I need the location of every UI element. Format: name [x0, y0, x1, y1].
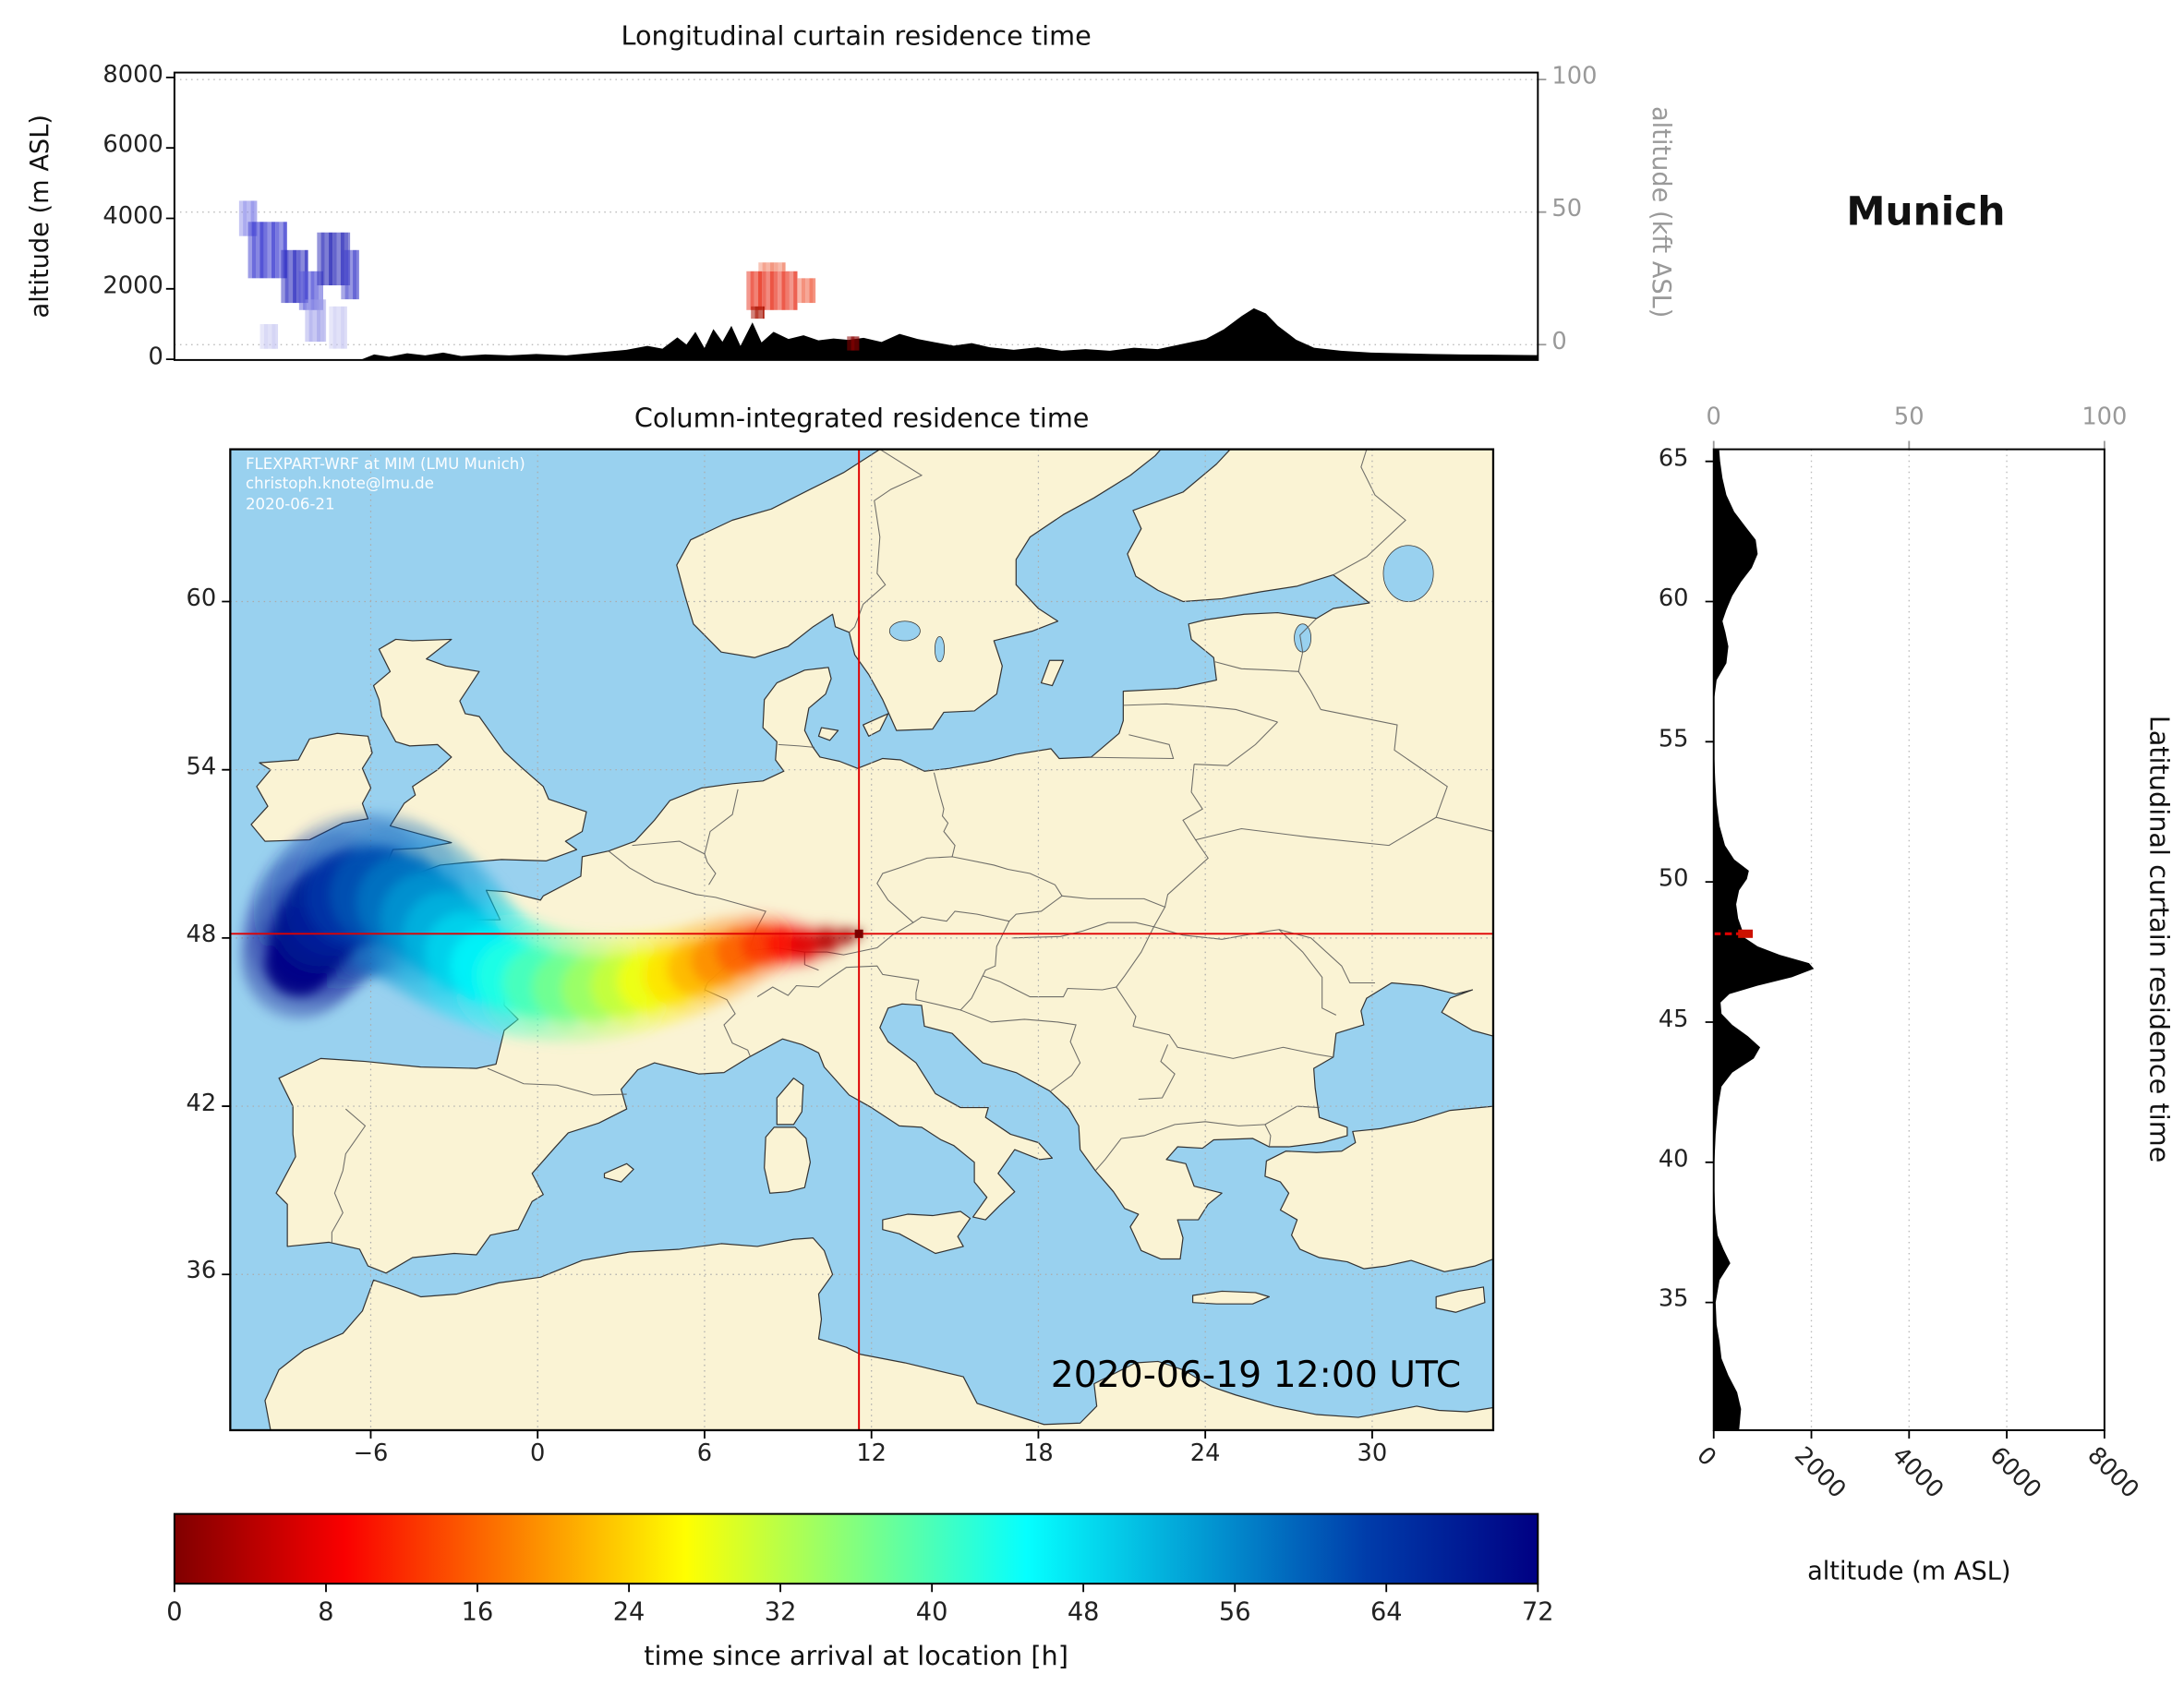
residence-plume: [240, 811, 865, 1044]
land-polygons: [250, 449, 1493, 1430]
attribution-line-2: christoph.knote@lmu.de: [245, 475, 434, 493]
tick-label: 48: [1067, 1597, 1100, 1628]
tick-label: 56: [1218, 1597, 1251, 1628]
residence-patch: [758, 262, 786, 271]
tick-label: 0: [1706, 403, 1721, 431]
right-panel-xlabel: altitude (m ASL): [1807, 1557, 2011, 1587]
tick-label: 24: [1189, 1439, 1221, 1468]
latitudinal-curtain-title: Latitudinal curtain residence time: [2143, 715, 2175, 1163]
residence-patch: [341, 249, 359, 300]
tick-label: 12: [856, 1439, 887, 1468]
residence-patch: [298, 271, 323, 310]
tick-label: −6: [353, 1439, 389, 1468]
tick-label: 30: [1357, 1439, 1388, 1468]
tick-label: 4000: [1886, 1441, 1949, 1505]
residence-patch: [1738, 929, 1754, 938]
map-content: [230, 449, 1493, 1430]
tick-label: 16: [461, 1597, 494, 1628]
residence-patch: [746, 271, 798, 310]
tick-label: 4000: [103, 201, 163, 230]
tick-label: 55: [1658, 725, 1689, 753]
tick-label: 0: [530, 1439, 546, 1468]
tick-label: 40: [1658, 1145, 1689, 1174]
tick-label: 45: [1658, 1005, 1689, 1034]
longitudinal-curtain-panel: [165, 71, 1547, 361]
tick-label: 8000: [2081, 1441, 2144, 1505]
tick-label: 50: [1893, 403, 1925, 431]
crosshair-marker: [230, 449, 1493, 1430]
residence-patch: [847, 336, 860, 351]
tick-label: 54: [186, 753, 217, 781]
tick-label: 35: [1658, 1285, 1689, 1314]
tick-label: 24: [612, 1597, 646, 1628]
tick-label: 50: [1551, 195, 1583, 223]
colorbar-gradient: [174, 1513, 1538, 1584]
tick-label: 60: [186, 584, 217, 613]
tick-label: 40: [915, 1597, 948, 1628]
map-datetime: 2020-06-19 12:00 UTC: [1050, 1355, 1462, 1397]
colorbar-label: time since arrival at location [h]: [644, 1641, 1068, 1672]
residence-patch: [259, 324, 279, 349]
top-panel-ylabel-right: altitude (kft ASL): [1646, 105, 1676, 319]
map-title: Column-integrated residence time: [633, 403, 1090, 434]
lake: [1294, 623, 1312, 653]
tick-label: 0: [1551, 328, 1567, 356]
residence-patch: [329, 306, 347, 349]
longitudinal-curtain-title: Longitudinal curtain residence time: [621, 20, 1092, 52]
tick-label: 60: [1658, 584, 1689, 613]
terrain-profile: [174, 307, 1538, 360]
top-panel-ylabel: altitude (m ASL): [25, 114, 55, 319]
country-borders: [331, 449, 1493, 1243]
lake: [888, 620, 921, 642]
terrain-profile: [1713, 449, 1815, 1431]
tick-label: 72: [1521, 1597, 1554, 1628]
tick-label: 0: [1690, 1441, 1721, 1473]
tick-label: 65: [1658, 444, 1689, 473]
tick-label: 8: [318, 1597, 334, 1628]
tick-label: 100: [2081, 403, 2128, 431]
tick-label: 0: [148, 342, 163, 371]
tick-label: 64: [1370, 1597, 1403, 1628]
tick-label: 8000: [103, 60, 163, 89]
residence-patch: [238, 200, 258, 236]
tick-label: 36: [186, 1258, 217, 1286]
latitudinal-curtain-panel: [1705, 440, 2106, 1439]
tick-label: 18: [1023, 1439, 1054, 1468]
tick-label: 42: [186, 1089, 217, 1118]
residence-patch: [305, 299, 327, 343]
tick-label: 100: [1551, 63, 1598, 91]
tick-label: 2000: [103, 271, 163, 300]
tick-label: 2000: [1788, 1441, 1852, 1505]
tick-label: 48: [186, 921, 217, 949]
location-title: Munich: [1846, 188, 2006, 235]
colorbar: [173, 1512, 1539, 1593]
attribution-line-1: FLEXPART-WRF at MIM (LMU Munich): [245, 454, 525, 474]
tick-label: 32: [764, 1597, 797, 1628]
map-attribution: FLEXPART-WRF at MIM (LMU Munich) christo…: [246, 455, 525, 515]
tick-label: 0: [166, 1597, 183, 1628]
tick-label: 50: [1658, 865, 1689, 894]
lake: [1382, 545, 1434, 602]
tick-label: 6000: [1984, 1441, 2046, 1505]
tick-label: 6: [696, 1439, 713, 1468]
residence-patch: [797, 278, 816, 304]
residence-patch: [751, 306, 765, 319]
lake: [935, 636, 946, 663]
attribution-line-3: 2020-06-21: [245, 494, 335, 513]
map-panel: [222, 448, 1495, 1439]
tick-label: 6000: [103, 131, 163, 160]
